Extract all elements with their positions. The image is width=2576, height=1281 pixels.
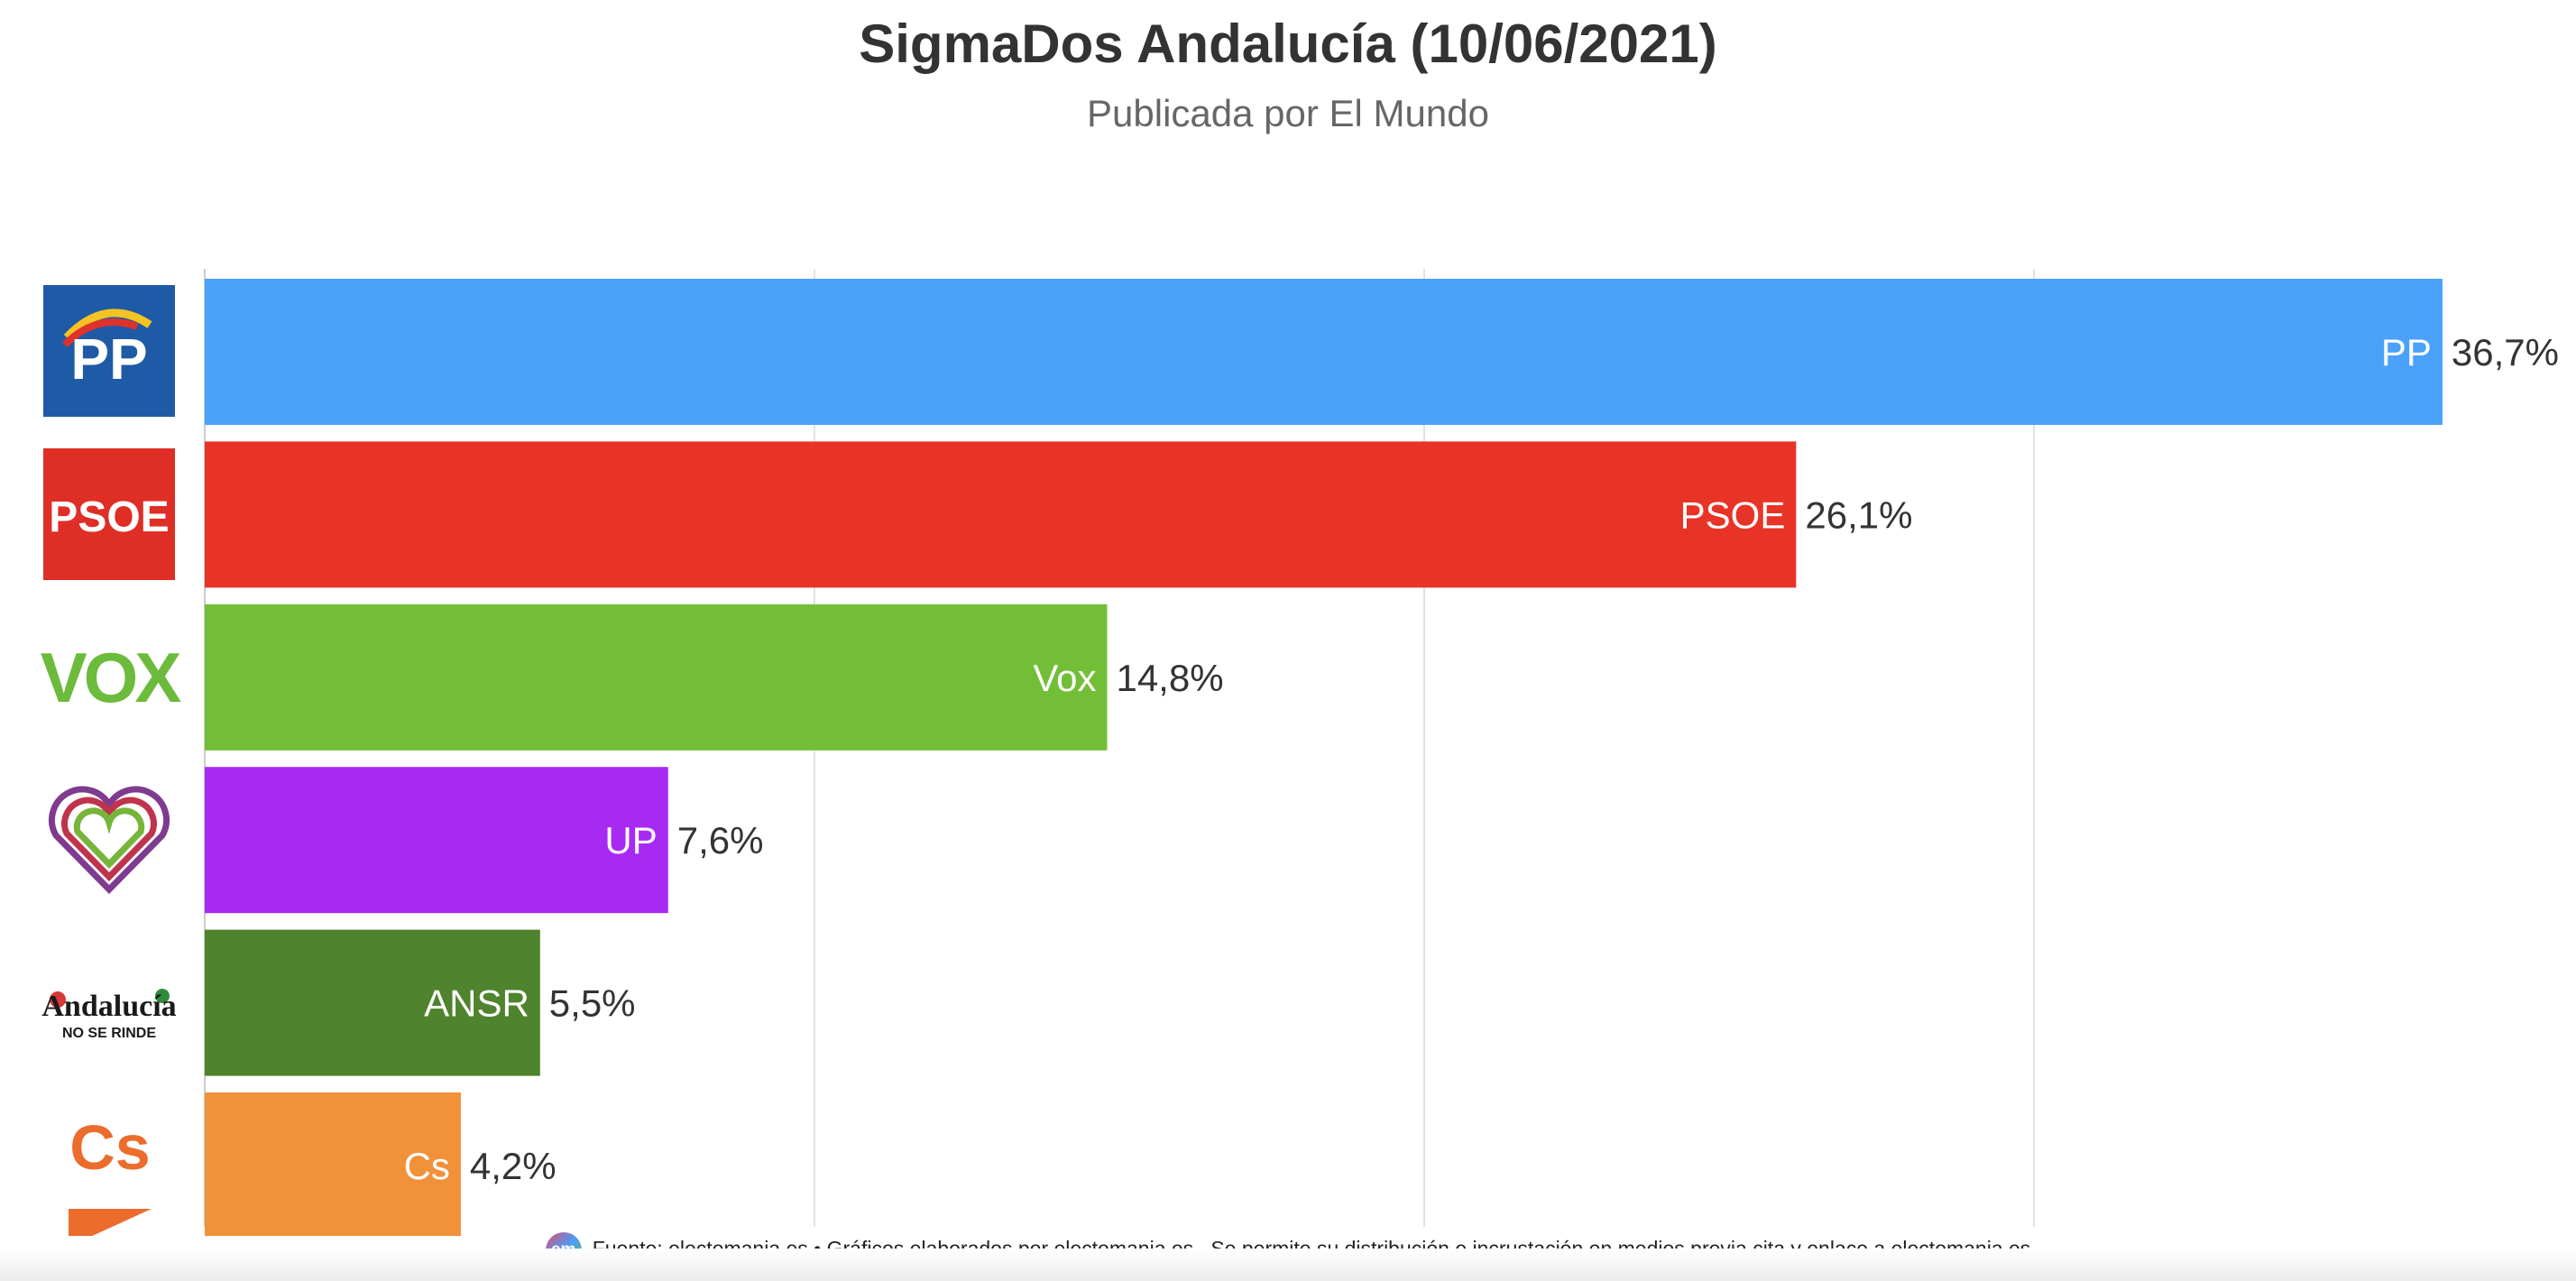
psoe-logo-icon: PSOE: [43, 448, 175, 580]
bar-category-label: PSOE: [1680, 493, 1786, 536]
vox-logo-text: VOX: [41, 638, 182, 717]
bar-category-label: ANSR: [424, 982, 529, 1025]
heart-logo-icon: [48, 786, 170, 894]
bar-value-label: 5,5%: [549, 982, 636, 1025]
andalucia-no-se-rinde-logo-icon: Andalucía NO SE RINDE: [41, 981, 177, 1045]
ansr-logo-text: Andalucía: [41, 990, 176, 1023]
chart-subtitle: Publicada por El Mundo: [1087, 92, 1489, 134]
bar-cs: [205, 1092, 461, 1236]
bars-group: PP 36,7% PSOE 26,1% Vox 14,8% UP 7,6% ANSR 5,5% Cs…: [205, 279, 2559, 1236]
vox-logo-icon: VOX: [41, 638, 186, 717]
bar-category-label: UP: [604, 819, 657, 862]
pp-logo-icon: PP: [43, 285, 175, 417]
bar-value-label: 7,6%: [677, 819, 764, 862]
bar-up: [205, 767, 668, 914]
bar-value-label: 36,7%: [2452, 331, 2559, 373]
chart-title: SigmaDos Andalucía (10/06/2021): [859, 14, 1717, 74]
bar-value-label: 26,1%: [1805, 493, 1912, 536]
bar-vox: [205, 604, 1108, 751]
bar-category-label: Vox: [1033, 657, 1096, 699]
bar-category-label: PP: [2381, 331, 2432, 373]
bar-pp: [205, 279, 2443, 425]
bar-ansr: [205, 929, 540, 1076]
pp-logo-text: PP: [70, 327, 147, 392]
party-logos: PP PSOE VOX Andalucía NO SE RINDE Cs: [41, 285, 186, 1236]
cs-logo-text: Cs: [69, 1112, 150, 1183]
psoe-logo-text: PSOE: [49, 493, 169, 541]
bar-category-label: Cs: [404, 1145, 450, 1187]
bar-value-label: 4,2%: [470, 1145, 557, 1187]
bottom-shadow: [0, 1249, 2576, 1281]
bar-chart: PP 36,7% PSOE 26,1% Vox 14,8% UP 7,6% ANSR 5,5% Cs…: [41, 269, 2559, 1236]
ansr-logo-subtext: NO SE RINDE: [62, 1026, 156, 1041]
cs-logo-icon: Cs: [69, 1112, 152, 1236]
bar-psoe: [205, 441, 1797, 588]
bar-value-label: 14,8%: [1116, 657, 1223, 699]
